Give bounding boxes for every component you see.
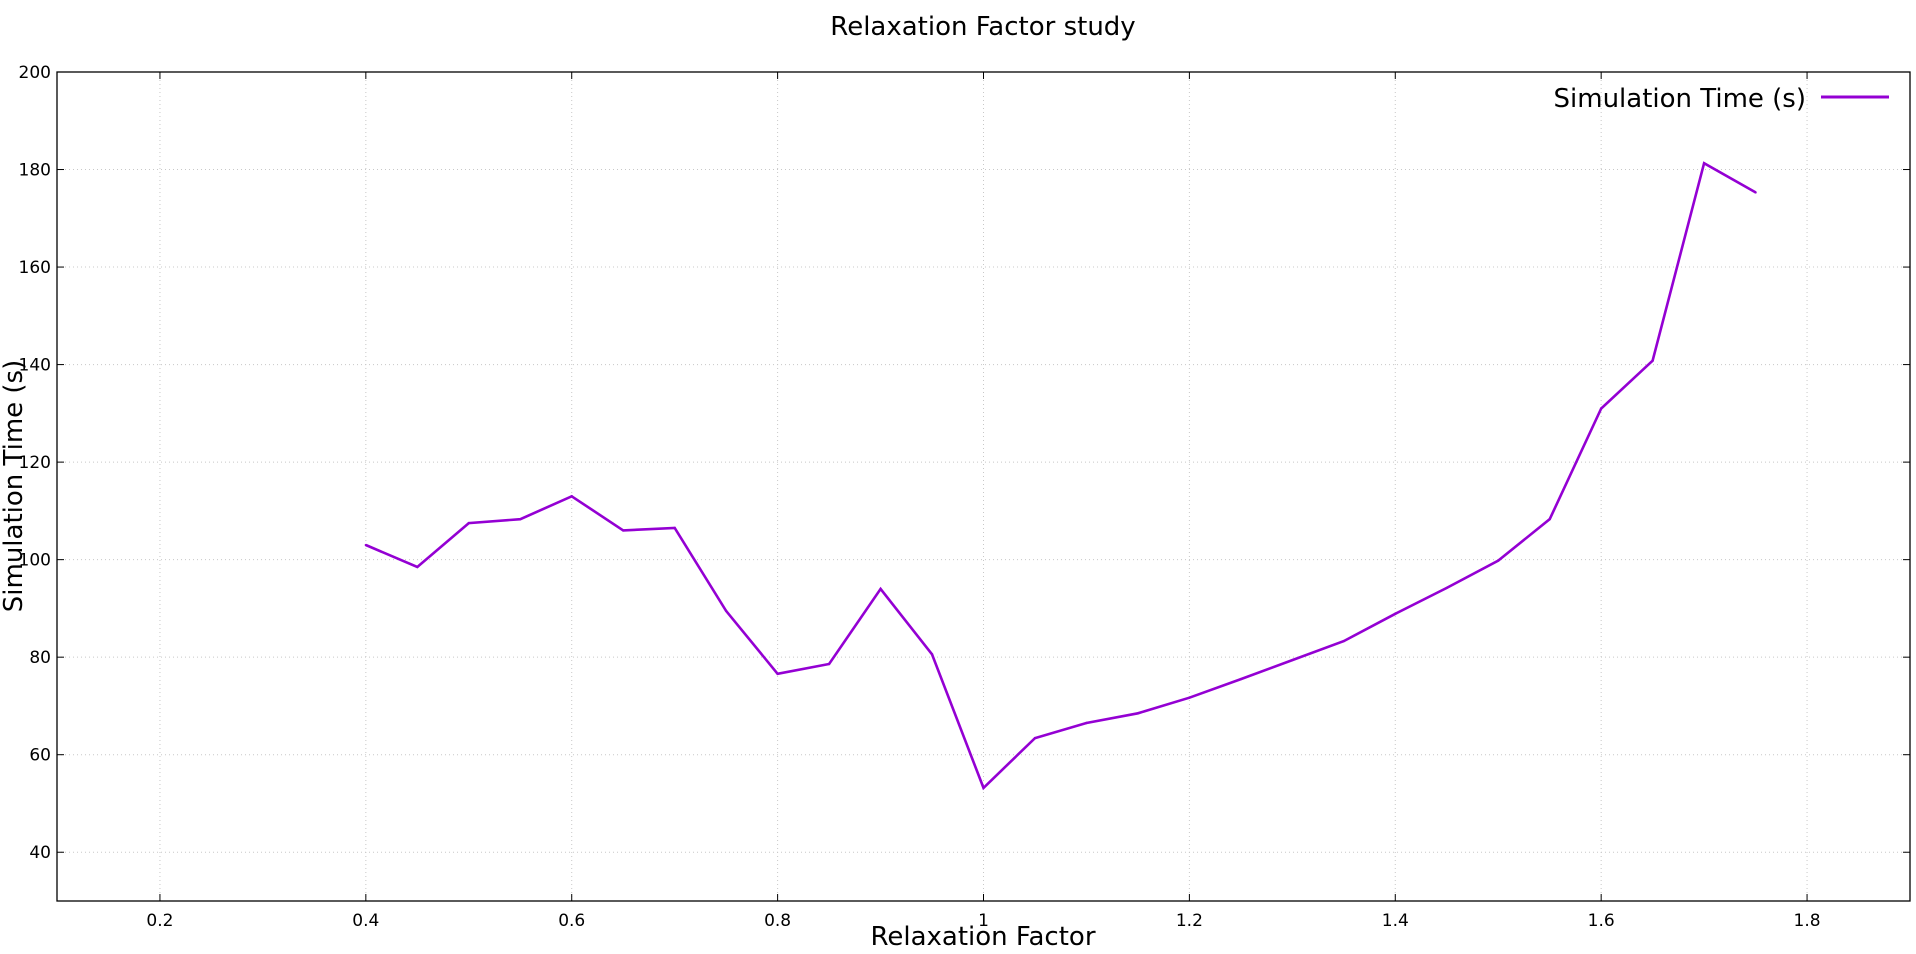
x-tick-label: 1.8 (1794, 911, 1821, 931)
x-tick-label: 1.6 (1588, 911, 1615, 931)
data-point (1548, 517, 1551, 521)
data-point (1033, 736, 1037, 740)
data-point (776, 672, 779, 675)
y-tick-label: 160 (19, 258, 51, 278)
data-point (1188, 696, 1191, 699)
legend-label-simulation-time: Simulation Time (s) (1554, 84, 1806, 114)
data-point (1085, 721, 1088, 725)
y-axis-label: Simulation Time (s) (0, 360, 29, 612)
data-point (1754, 191, 1757, 194)
y-tick-label: 60 (29, 746, 51, 766)
data-point (416, 565, 419, 569)
series-layer (364, 161, 1757, 791)
data-point (879, 587, 882, 591)
data-point (1136, 712, 1140, 715)
data-point (827, 662, 831, 666)
x-tick-label: 1.4 (1382, 911, 1409, 931)
x-tick-label: 1.2 (1176, 911, 1203, 931)
data-point (1497, 559, 1500, 562)
legend: Simulation Time (s) (1554, 84, 1889, 114)
y-tick-label: 80 (29, 648, 51, 668)
data-point (621, 529, 625, 532)
y-tick-label: 200 (19, 63, 51, 83)
data-point (1342, 639, 1346, 643)
y-tick-label: 120 (19, 453, 51, 473)
x-tick-label: 1 (978, 911, 989, 931)
y-tick-label: 100 (19, 551, 51, 571)
data-point (519, 517, 522, 521)
series-line-simulation-time (365, 161, 1757, 791)
data-point (982, 786, 985, 790)
data-point (1445, 586, 1448, 590)
grid-layer (57, 71, 1910, 901)
x-tick-label: 0.8 (764, 911, 791, 931)
y-tick-label: 140 (19, 356, 51, 376)
y-tick-label: 180 (19, 161, 51, 181)
data-point (1394, 612, 1397, 615)
data-point (724, 609, 728, 613)
data-point (1651, 359, 1654, 362)
x-axis-label: Relaxation Factor (870, 922, 1095, 950)
tick-layer: 0.2 0.4 0.6 0.8 1 1.2 1.4 1.6 1.8 40 60 80 100 120 140… (19, 63, 1910, 931)
x-tick-label: 0.2 (146, 911, 173, 931)
chart-title: Relaxation Factor study (830, 12, 1135, 42)
data-point (364, 543, 368, 547)
data-point (467, 521, 470, 525)
data-point (570, 495, 573, 498)
y-tick-label: 40 (29, 843, 51, 863)
data-point (1239, 677, 1243, 681)
x-tick-label: 0.4 (352, 911, 379, 931)
data-point (1291, 658, 1294, 662)
data-point (1599, 407, 1603, 410)
data-point (930, 653, 934, 656)
data-point (1702, 161, 1706, 165)
x-tick-label: 0.6 (558, 911, 585, 931)
data-point (673, 526, 676, 530)
